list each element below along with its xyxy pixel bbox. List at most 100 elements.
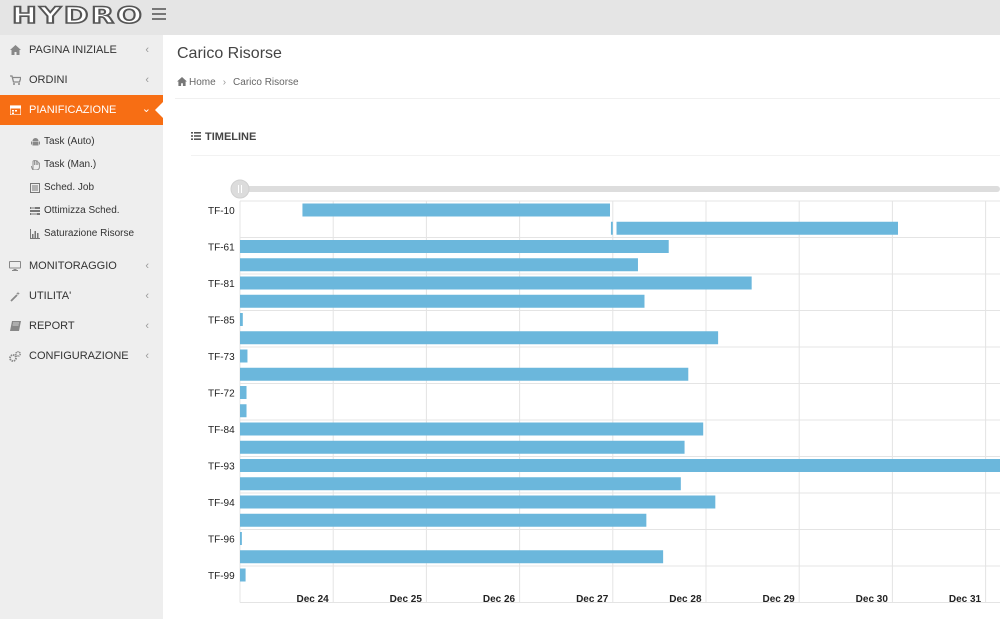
sidebar-item-label: CONFIGURAZIONE	[29, 350, 129, 362]
task-bar[interactable]	[240, 550, 664, 564]
chevron-left-icon: ‹	[145, 320, 149, 332]
bar-chart-icon	[30, 228, 40, 239]
task-bar[interactable]	[302, 203, 611, 217]
task-bar[interactable]	[616, 221, 898, 235]
sidebar-item-report[interactable]: REPORT ‹	[0, 311, 163, 341]
panel-title-text: TIMELINE	[205, 131, 257, 143]
panel-title: TIMELINE	[191, 131, 256, 143]
active-indicator	[155, 102, 163, 118]
group-label: TF-10	[208, 206, 235, 217]
chevron-left-icon: ‹	[145, 44, 149, 56]
hand-icon	[30, 159, 40, 170]
task-bar[interactable]	[240, 240, 669, 253]
task-bar[interactable]	[240, 276, 752, 290]
chevron-left-icon: ‹	[145, 290, 149, 302]
group-label: TF-96	[208, 535, 235, 546]
breadcrumb-current: Carico Risorse	[233, 77, 299, 88]
group-label: TF-61	[208, 243, 235, 254]
timeline-grid	[239, 200, 1000, 603]
menu-toggle-icon[interactable]	[152, 8, 166, 20]
sidebar-item-label: ORDINI	[29, 74, 68, 86]
sidebar-item-label: PIANIFICAZIONE	[29, 104, 117, 116]
sidebar-item-label: PAGINA INIZIALE	[29, 44, 117, 56]
sidebar-item-pianificazione[interactable]: PIANIFICAZIONE ⌄	[0, 95, 163, 125]
top-bar: HYDRO	[0, 0, 1000, 35]
timeline-date-axis: Dec 24 Dec 25 Dec 26 Dec 27 Dec 28 Dec 29 Dec …	[296, 594, 981, 605]
sidebar-item-label: REPORT	[29, 320, 75, 332]
chevron-left-icon: ‹	[145, 74, 149, 86]
task-bar[interactable]	[240, 367, 689, 381]
group-label: TF-81	[208, 279, 235, 290]
calendar-icon	[9, 104, 21, 116]
submenu-item-label: Ottimizza Sched.	[44, 205, 120, 216]
group-label: TF-73	[208, 352, 235, 363]
task-bar[interactable]	[240, 404, 247, 418]
panel-separator	[191, 155, 1000, 156]
android-icon	[30, 137, 40, 147]
task-bar[interactable]	[240, 386, 247, 399]
date-axis-label: Dec 26	[483, 594, 516, 605]
breadcrumb-home-link[interactable]: Home	[189, 77, 216, 88]
list-doc-icon	[30, 182, 40, 193]
submenu-item-label: Task (Man.)	[44, 159, 97, 170]
date-axis-label: Dec 25	[390, 594, 423, 605]
chevron-left-icon: ‹	[145, 260, 149, 272]
group-label: TF-72	[208, 389, 235, 400]
home-icon	[177, 77, 187, 88]
group-label: TF-93	[208, 462, 235, 473]
hydro-logo[interactable]: HYDRO	[11, 3, 145, 30]
sidebar-item-label: UTILITA'	[29, 290, 72, 302]
sidebar: PAGINA INIZIALE ‹ ORDINI ‹ PIANIFICAZION…	[0, 35, 163, 619]
timeline-scrollbar[interactable]	[230, 179, 1000, 199]
timeline-row-labels: TF-10 TF-61 TF-81 TF-85 TF-73 TF-72 TF-84 TF-93…	[208, 206, 235, 582]
sidebar-item-utilita[interactable]: UTILITA' ‹	[0, 281, 163, 311]
task-bar[interactable]	[240, 532, 242, 545]
header-divider	[175, 98, 1000, 99]
sidebar-item-ordini[interactable]: ORDINI ‹	[0, 65, 163, 95]
submenu-item-label: Task (Auto)	[44, 136, 95, 147]
task-bar[interactable]	[610, 221, 613, 235]
list-icon	[191, 131, 201, 143]
task-bar[interactable]	[240, 349, 248, 363]
task-bar[interactable]	[240, 440, 685, 454]
task-bar[interactable]	[240, 258, 638, 272]
group-label: TF-94	[208, 498, 235, 509]
date-axis-label: Dec 30	[856, 594, 889, 605]
scrollbar-track[interactable]	[240, 186, 1000, 192]
sidebar-item-monitoraggio[interactable]: MONITORAGGIO ‹	[0, 251, 163, 281]
submenu-item-saturazione-risorse[interactable]: Saturazione Risorse	[0, 222, 163, 245]
task-bar[interactable]	[240, 568, 246, 582]
task-bar[interactable]	[240, 513, 647, 527]
submenu-item-label: Sched. Job	[44, 182, 95, 193]
task-bar[interactable]	[240, 422, 704, 436]
submenu-item-sched-job[interactable]: Sched. Job	[0, 176, 163, 199]
timeline-bars	[240, 203, 1000, 582]
sidebar-item-pagina-iniziale[interactable]: PAGINA INIZIALE ‹	[0, 35, 163, 65]
group-label: TF-84	[208, 425, 235, 436]
submenu-item-task-man[interactable]: Task (Man.)	[0, 153, 163, 176]
task-bar[interactable]	[240, 477, 681, 491]
chevron-down-icon: ⌄	[141, 103, 151, 115]
task-bar[interactable]	[240, 294, 645, 308]
group-label: TF-99	[208, 571, 235, 582]
task-bar[interactable]	[240, 313, 243, 326]
home-icon	[9, 44, 21, 56]
chevron-left-icon: ‹	[145, 350, 149, 362]
breadcrumb-separator-icon: ›	[222, 77, 227, 88]
submenu-item-ottimizza-sched[interactable]: Ottimizza Sched.	[0, 199, 163, 222]
breadcrumb: Home › Carico Risorse	[177, 77, 299, 88]
date-axis-label: Dec 31	[949, 594, 982, 605]
submenu-item-label: Saturazione Risorse	[44, 228, 135, 239]
date-axis-label: Dec 28	[669, 594, 702, 605]
main-content: Carico Risorse Home › Carico Risorse TIM…	[163, 35, 1000, 619]
tasks-icon	[30, 206, 40, 216]
task-bar[interactable]	[240, 331, 719, 345]
task-bar[interactable]	[240, 495, 716, 509]
task-bar[interactable]	[240, 459, 1000, 472]
submenu-item-task-auto[interactable]: Task (Auto)	[0, 130, 163, 153]
sidebar-item-configurazione[interactable]: CONFIGURAZIONE ‹	[0, 341, 163, 371]
wand-icon	[9, 290, 21, 302]
submenu-pianificazione: Task (Auto) Task (Man.) Sched. Job Ottim…	[0, 125, 163, 251]
scrollbar-handle[interactable]	[230, 179, 250, 199]
